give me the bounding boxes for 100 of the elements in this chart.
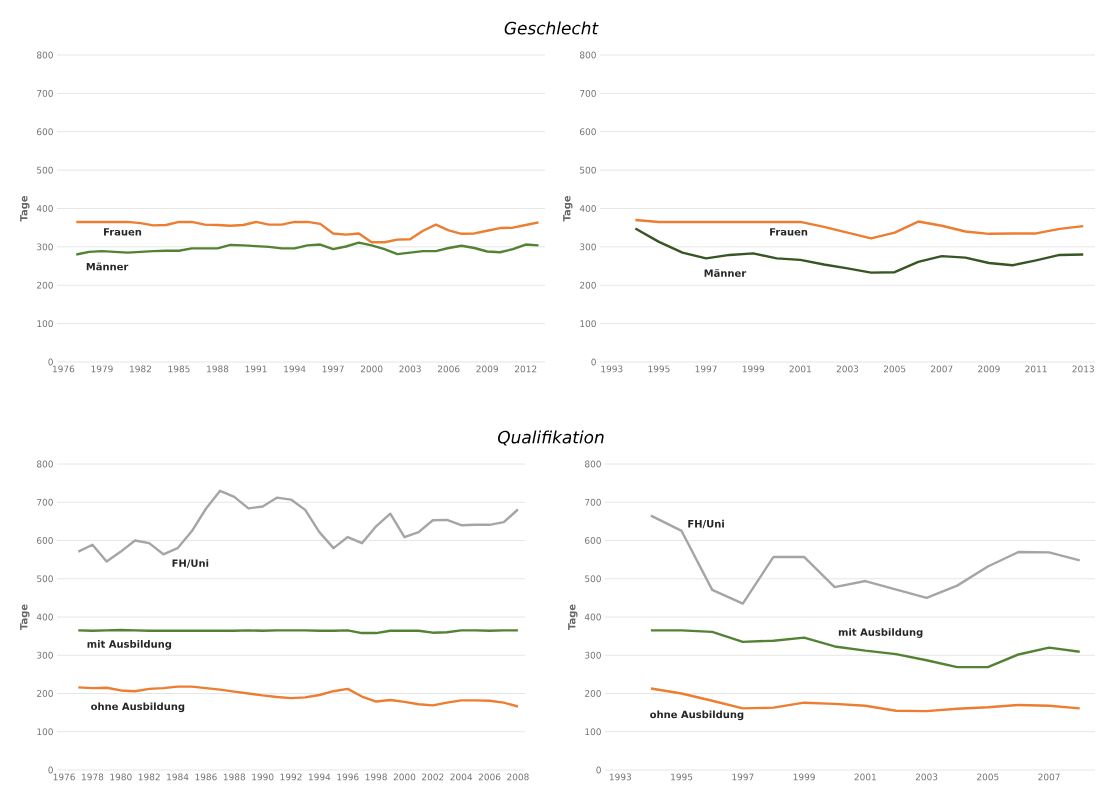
y-tick-label: 600 bbox=[585, 537, 601, 544]
x-tick-label: 1999 bbox=[742, 365, 764, 373]
y-tick-label: 100 bbox=[37, 320, 53, 328]
x-tick-label: 1994 bbox=[308, 773, 331, 781]
x-tick-label: 1986 bbox=[195, 773, 217, 781]
y-tick-label: 800 bbox=[36, 460, 53, 468]
y-tick-label: 500 bbox=[37, 166, 53, 174]
y-axis-title: Tage bbox=[563, 195, 573, 222]
y-tick-label: 700 bbox=[37, 89, 53, 97]
line-series bbox=[649, 629, 1081, 669]
y-tick-label: 500 bbox=[37, 575, 53, 583]
y-tick-label: 500 bbox=[580, 166, 596, 174]
x-tick-label: 1992 bbox=[280, 773, 302, 781]
y-tick-label: 400 bbox=[579, 205, 596, 212]
x-tick-label: 2000 bbox=[393, 773, 416, 781]
x-tick-label: 2006 bbox=[478, 773, 501, 781]
series-label: FH/Uni bbox=[688, 519, 724, 529]
series-label: Frauen bbox=[104, 228, 142, 236]
x-tick-label: 2001 bbox=[854, 773, 876, 781]
x-tick-label: 1976 bbox=[53, 365, 75, 373]
y-tick-label: 600 bbox=[580, 128, 596, 136]
x-tick-label: 2003 bbox=[915, 773, 938, 781]
x-tick-label: 2007 bbox=[1038, 773, 1060, 781]
y-tick-label: 300 bbox=[580, 243, 596, 251]
x-tick-label: 1985 bbox=[168, 365, 190, 373]
y-tick-label: 200 bbox=[37, 690, 53, 697]
x-tick-label: 1976 bbox=[53, 773, 75, 781]
x-tick-label: 1993 bbox=[609, 773, 631, 781]
x-tick-label: 2009 bbox=[978, 365, 1000, 373]
y-tick-label: 200 bbox=[580, 281, 596, 289]
series-label: Frauen bbox=[770, 228, 808, 236]
y-tick-label: 600 bbox=[36, 128, 53, 136]
y-tick-label: 800 bbox=[36, 51, 53, 59]
x-tick-label: 1999 bbox=[793, 773, 815, 781]
x-tick-label: 1994 bbox=[284, 365, 306, 373]
x-tick-label: 2013 bbox=[1072, 365, 1094, 373]
series-label: mit Ausbildung bbox=[87, 640, 172, 650]
y-tick-label: 400 bbox=[36, 205, 53, 212]
y-tick-label: 0 bbox=[48, 358, 53, 366]
y-tick-label: 0 bbox=[48, 766, 53, 774]
chart-title: Geschlecht bbox=[504, 21, 599, 35]
y-axis-title: Tage bbox=[20, 195, 30, 222]
y-tick-label: 400 bbox=[584, 613, 601, 621]
y-tick-label: 700 bbox=[37, 498, 53, 506]
chart-title: Qualifikation bbox=[497, 430, 604, 446]
x-tick-label: 1991 bbox=[245, 365, 267, 373]
y-tick-label: 300 bbox=[585, 651, 601, 659]
y-tick-label: 0 bbox=[591, 358, 596, 366]
x-tick-label: 2003 bbox=[836, 365, 859, 373]
x-tick-label: 2009 bbox=[476, 365, 498, 373]
x-tick-label: 1995 bbox=[648, 365, 670, 373]
y-tick-label: 800 bbox=[584, 460, 601, 468]
x-tick-label: 2008 bbox=[507, 773, 529, 781]
x-tick-label: 2000 bbox=[360, 365, 383, 373]
x-tick-label: 1982 bbox=[138, 773, 160, 781]
x-tick-label: 1990 bbox=[252, 773, 274, 781]
y-tick-label: 700 bbox=[580, 89, 596, 97]
y-tick-label: 500 bbox=[585, 575, 601, 583]
y-tick-label: 100 bbox=[37, 728, 53, 736]
x-tick-label: 2001 bbox=[789, 365, 811, 373]
y-tick-label: 100 bbox=[585, 728, 601, 736]
y-tick-label: 300 bbox=[37, 243, 53, 251]
series-label: Männer bbox=[86, 262, 129, 271]
x-tick-label: 1979 bbox=[91, 365, 113, 373]
series-label: Männer bbox=[704, 269, 747, 277]
x-tick-label: 1998 bbox=[365, 773, 387, 781]
x-tick-label: 1980 bbox=[110, 773, 132, 781]
y-tick-label: 800 bbox=[579, 51, 596, 59]
y-tick-label: 400 bbox=[36, 613, 53, 621]
y-tick-label: 300 bbox=[37, 651, 53, 659]
x-tick-label: 2011 bbox=[1025, 365, 1047, 373]
x-tick-label: 1988 bbox=[207, 365, 229, 373]
x-tick-label: 2003 bbox=[399, 365, 421, 373]
x-tick-label: 1997 bbox=[695, 365, 717, 373]
x-tick-label: 1993 bbox=[601, 365, 623, 373]
x-tick-label: 1997 bbox=[322, 365, 344, 373]
y-tick-label: 200 bbox=[585, 690, 601, 697]
x-tick-label: 2002 bbox=[422, 773, 444, 781]
y-tick-label: 200 bbox=[37, 281, 53, 289]
x-tick-label: 1995 bbox=[671, 773, 693, 781]
y-axis-title: Tage bbox=[568, 604, 578, 631]
series-label: FH/Uni bbox=[172, 559, 209, 568]
series-label: mit Ausbildung bbox=[838, 628, 923, 638]
x-tick-label: 2005 bbox=[883, 365, 906, 373]
x-tick-label: 2012 bbox=[514, 365, 537, 373]
x-tick-label: 1984 bbox=[167, 773, 189, 781]
y-tick-label: 0 bbox=[596, 766, 601, 774]
x-tick-label: 2005 bbox=[977, 773, 999, 781]
x-tick-label: 2007 bbox=[931, 365, 953, 373]
y-axis-title: Tage bbox=[20, 604, 30, 631]
y-tick-label: 600 bbox=[36, 537, 53, 544]
x-tick-label: 1978 bbox=[82, 773, 104, 781]
y-tick-label: 100 bbox=[580, 320, 596, 328]
x-tick-label: 1988 bbox=[223, 773, 246, 781]
y-tick-label: 700 bbox=[585, 498, 601, 506]
x-tick-label: 1996 bbox=[337, 773, 359, 781]
x-tick-label: 1982 bbox=[130, 365, 151, 373]
x-tick-label: 2004 bbox=[450, 773, 473, 781]
x-tick-label: 2006 bbox=[437, 365, 460, 373]
series-label: ohne Ausbildung bbox=[650, 710, 744, 721]
